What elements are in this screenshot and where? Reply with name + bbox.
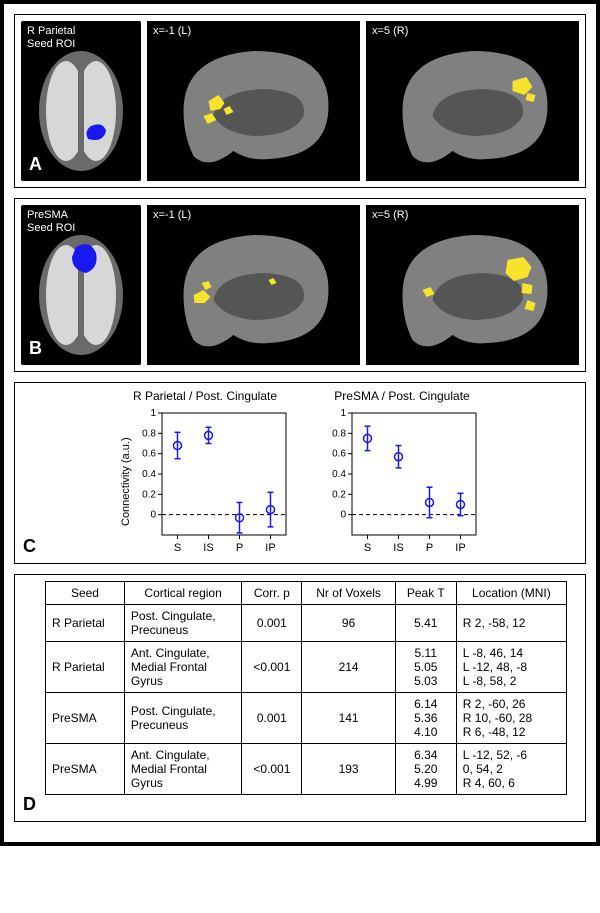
table-cell: 0.001	[242, 605, 302, 642]
table-cell: 6.145.364.10	[395, 693, 456, 744]
table-cell: R Parietal	[46, 605, 125, 642]
table-col-header: Corr. p	[242, 582, 302, 605]
svg-text:IP: IP	[265, 542, 275, 554]
data-point	[426, 487, 434, 518]
panel-c-letter: C	[23, 536, 36, 557]
data-point	[174, 432, 182, 458]
table-cell: L -8, 46, 14L -12, 48, -8L -8, 58, 2	[456, 642, 566, 693]
panel-a-axial-label: R Parietal Seed ROI	[27, 25, 75, 51]
table-col-header: Cortical region	[124, 582, 241, 605]
panel-c: R Parietal / Post. CingulateConnectivity…	[14, 382, 586, 564]
svg-text:IS: IS	[393, 542, 403, 554]
panel-b-sag-left: x=-1 (L)	[147, 205, 360, 365]
table-col-header: Peak T	[395, 582, 456, 605]
panel-b: PreSMA Seed ROI B x=-1 (L)	[14, 198, 586, 372]
chart-svg-0: 0 0.2 0.4 0.6 0.8 1 S IS P IP	[132, 407, 292, 557]
sag-brain-a-right-svg	[366, 21, 579, 181]
svg-text:IS: IS	[203, 542, 213, 554]
table-cell: 193	[302, 744, 395, 795]
chart-title-1: PreSMA / Post. Cingulate	[334, 389, 469, 403]
table-cell: R Parietal	[46, 642, 125, 693]
panel-b-axial: PreSMA Seed ROI B	[21, 205, 141, 365]
sag-brain-a-left-svg	[147, 21, 360, 181]
svg-text:P: P	[426, 542, 433, 554]
svg-text:0.8: 0.8	[332, 428, 346, 439]
svg-text:0.2: 0.2	[142, 489, 156, 500]
sag-brain-b-right-svg	[366, 205, 579, 365]
table-cell: 0.001	[242, 693, 302, 744]
svg-text:P: P	[236, 542, 243, 554]
table-cell: 5.41	[395, 605, 456, 642]
panel-b-sag-left-label: x=-1 (L)	[153, 209, 191, 222]
svg-text:0.4: 0.4	[142, 469, 156, 480]
chart-title-0: R Parietal / Post. Cingulate	[133, 389, 277, 403]
chart-svg-1: 0 0.2 0.4 0.6 0.8 1 S IS P IP	[322, 407, 482, 557]
panel-a-sag-right-label: x=5 (R)	[372, 25, 408, 38]
panel-a-sag-left: x=-1 (L)	[147, 21, 360, 181]
table-cell: PreSMA	[46, 744, 125, 795]
table-cell: 214	[302, 642, 395, 693]
data-point	[267, 492, 275, 527]
table-cell: 96	[302, 605, 395, 642]
sag-brain-b-left-svg	[147, 205, 360, 365]
table-cell: Ant. Cingulate,Medial FrontalGyrus	[124, 744, 241, 795]
figure-frame: R Parietal Seed ROI A x=-1 (L)	[0, 0, 600, 846]
table-cell: 141	[302, 693, 395, 744]
svg-text:IP: IP	[455, 542, 465, 554]
panel-a-sag-right: x=5 (R)	[366, 21, 579, 181]
table-cell: <0.001	[242, 744, 302, 795]
panel-d-letter: D	[23, 794, 36, 815]
panel-d-table: SeedCortical regionCorr. pNr of VoxelsPe…	[45, 581, 567, 795]
table-cell: L -12, 52, -6 0, 54, 2R 4, 60, 6	[456, 744, 566, 795]
table-row: PreSMAPost. Cingulate,Precuneus0.0011416…	[46, 693, 567, 744]
panel-c-charts: R Parietal / Post. CingulateConnectivity…	[21, 389, 579, 557]
chart-1: PreSMA / Post. Cingulate 0 0.2 0.4 0.6 0.8 1 S I…	[322, 389, 482, 557]
table-row: R ParietalPost. Cingulate,Precuneus0.001…	[46, 605, 567, 642]
svg-text:0.6: 0.6	[332, 449, 346, 460]
svg-text:S: S	[174, 542, 181, 554]
table-col-header: Nr of Voxels	[302, 582, 395, 605]
table-cell: Post. Cingulate,Precuneus	[124, 605, 241, 642]
svg-text:0: 0	[150, 510, 156, 521]
panel-b-sag-right-label: x=5 (R)	[372, 209, 408, 222]
panel-b-axial-label: PreSMA Seed ROI	[27, 209, 75, 235]
svg-text:1: 1	[150, 408, 156, 419]
table-col-header: Seed	[46, 582, 125, 605]
data-point	[205, 427, 213, 443]
chart-ylabel: Connectivity (a.u.)	[118, 407, 132, 557]
panel-d: SeedCortical regionCorr. pNr of VoxelsPe…	[14, 574, 586, 822]
panel-a-axial: R Parietal Seed ROI A	[21, 21, 141, 181]
table-cell: R 2, -60, 26R 10, -60, 28R 6, -48, 12	[456, 693, 566, 744]
panel-a: R Parietal Seed ROI A x=-1 (L)	[14, 14, 586, 188]
table-cell: PreSMA	[46, 693, 125, 744]
table-row: PreSMAAnt. Cingulate,Medial FrontalGyrus…	[46, 744, 567, 795]
table-cell: <0.001	[242, 642, 302, 693]
table-cell: R 2, -58, 12	[456, 605, 566, 642]
table-col-header: Location (MNI)	[456, 582, 566, 605]
table-cell: 6.345.204.99	[395, 744, 456, 795]
panel-b-letter: B	[29, 338, 42, 359]
svg-text:0.6: 0.6	[142, 449, 156, 460]
svg-text:1: 1	[340, 408, 346, 419]
table-header-row: SeedCortical regionCorr. pNr of VoxelsPe…	[46, 582, 567, 605]
chart-0: R Parietal / Post. CingulateConnectivity…	[118, 389, 292, 557]
table-cell: 5.115.055.03	[395, 642, 456, 693]
svg-text:0.4: 0.4	[332, 469, 346, 480]
panel-a-letter: A	[29, 154, 42, 175]
panel-a-sag-left-label: x=-1 (L)	[153, 25, 191, 38]
svg-text:S: S	[364, 542, 371, 554]
data-point	[395, 446, 403, 468]
table-row: R ParietalAnt. Cingulate,Medial FrontalG…	[46, 642, 567, 693]
svg-text:0.8: 0.8	[142, 428, 156, 439]
data-point	[364, 426, 372, 450]
data-point	[457, 493, 465, 515]
panel-b-sag-right: x=5 (R)	[366, 205, 579, 365]
svg-text:0: 0	[340, 510, 346, 521]
svg-text:0.2: 0.2	[332, 489, 346, 500]
table-cell: Post. Cingulate,Precuneus	[124, 693, 241, 744]
data-point	[236, 502, 244, 533]
table-cell: Ant. Cingulate,Medial FrontalGyrus	[124, 642, 241, 693]
